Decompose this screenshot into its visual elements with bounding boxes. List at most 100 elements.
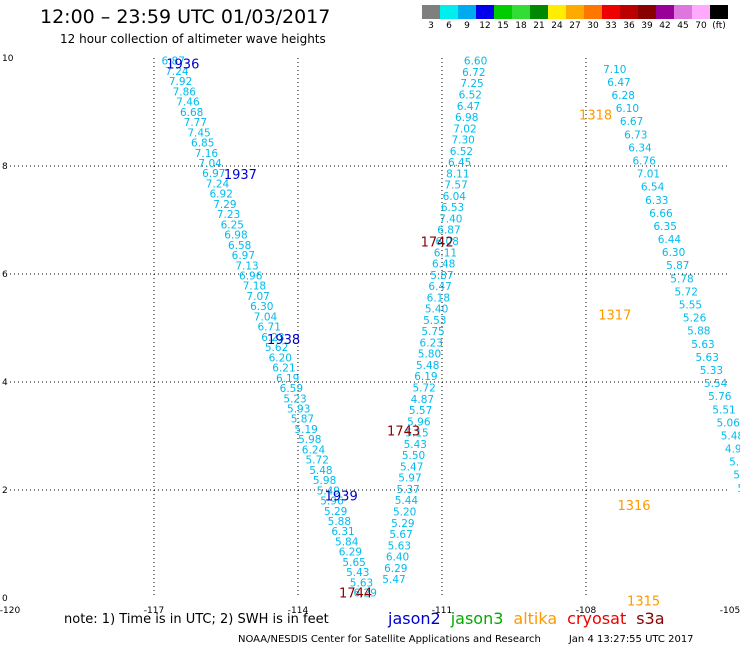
color-scale-label: 15	[497, 21, 509, 31]
swh-value-label: 6.87	[162, 56, 185, 68]
swh-value-label: 4.93	[725, 444, 740, 456]
color-scale-swatch	[674, 5, 692, 19]
time-label: 1937	[224, 168, 257, 183]
swh-value-label: 6.85	[191, 138, 214, 150]
swh-value-label: 5.29	[324, 506, 347, 518]
swh-value-label: 6.10	[616, 103, 639, 115]
swh-value-label: 6.47	[457, 101, 480, 113]
swh-value-label: 6.47	[607, 77, 630, 89]
swh-value-label: 5.96	[320, 496, 344, 508]
color-scale-swatch	[638, 5, 656, 19]
y-tick-label: 6	[2, 270, 8, 280]
swh-value-label: 7.45	[187, 127, 210, 139]
swh-value-label: 7.07	[246, 291, 269, 303]
swh-value-label: 6.33	[645, 195, 668, 207]
swh-value-label: 5.54	[704, 378, 728, 390]
x-tick-label: -114	[288, 606, 309, 616]
time-label: 1315	[627, 595, 660, 610]
swh-value-label: 6.97	[232, 250, 255, 262]
swh-value-label: 6.52	[450, 146, 473, 158]
swh-value-label: 6.45	[448, 157, 471, 169]
swh-value-label: 6.73	[624, 129, 647, 141]
swh-value-label: 6.92	[210, 189, 233, 201]
swh-value-label: 6.04	[443, 191, 467, 203]
color-scale-label: 12	[479, 21, 491, 31]
swh-value-label: 5.72	[306, 455, 329, 467]
swh-value-label: 5.63	[350, 577, 373, 589]
swh-value-label: 6.60	[464, 56, 487, 68]
color-scale-swatch	[548, 5, 566, 19]
color-scale-swatch	[476, 5, 494, 19]
swh-value-label: 6.53	[441, 202, 464, 214]
y-tick-label: 4	[2, 378, 8, 388]
swh-value-label: 5.48	[309, 465, 332, 477]
color-scale-swatch	[602, 5, 620, 19]
color-scale-label: 6	[446, 21, 452, 31]
color-scale-swatch	[710, 5, 728, 19]
swh-value-label: 5.84	[335, 536, 359, 548]
swh-value-label: 6.19	[414, 371, 437, 383]
swh-value-label: 7.57	[444, 180, 467, 192]
swh-value-label: 6.67	[620, 116, 643, 128]
swh-value-label: 5.47	[400, 461, 423, 473]
color-scale-swatch	[692, 5, 710, 19]
color-scale-label: 70	[695, 21, 707, 31]
swh-value-label: 5.49	[317, 485, 340, 497]
swh-value-label: 5.76	[733, 470, 740, 482]
swh-value-label: 5.72	[412, 383, 435, 395]
color-scale-label: 24	[551, 21, 563, 31]
swh-value-label: 6.48	[432, 259, 455, 271]
swh-value-label: 6.98	[455, 112, 478, 124]
satellite-legend-item: jason2	[388, 609, 441, 628]
swh-value-label: 6.19	[276, 373, 299, 385]
color-scale-label: 39	[641, 21, 653, 31]
swh-value-label: 6.28	[612, 90, 635, 102]
swh-value-label: 7.16	[195, 148, 219, 160]
satellite-legend-item: altika	[513, 609, 558, 628]
swh-value-label: 7.10	[603, 64, 626, 76]
chart-title: 12:00 – 23:59 UTC 01/03/2017	[40, 6, 331, 28]
time-label: 1936	[166, 57, 199, 72]
swh-value-label: 6.34	[628, 142, 652, 154]
swh-value-label: 7.30	[451, 135, 474, 147]
swh-value-label: 6.76	[633, 155, 657, 167]
color-scale-swatch	[566, 5, 584, 19]
swh-value-label: 8.11	[446, 168, 469, 180]
swh-value-label: 6.18	[427, 292, 450, 304]
swh-value-label: 7.24	[165, 66, 189, 78]
swh-value-label: 6.47	[428, 281, 451, 293]
swh-value-label: 5.87	[430, 270, 453, 282]
swh-value-label: 5.87	[666, 260, 689, 272]
color-scale-label: 42	[659, 21, 671, 31]
swh-value-label: 5.87	[291, 414, 314, 426]
swh-value-label: 6.21	[272, 363, 295, 375]
swh-value-label: 4.87	[411, 394, 434, 406]
swh-value-label: 5.47	[382, 574, 405, 586]
swh-value-label: 6.31	[331, 526, 354, 538]
swh-value-label: 7.92	[169, 76, 192, 88]
swh-value-label: 5.96	[407, 416, 431, 428]
time-label: 1317	[598, 309, 631, 324]
swh-value-label: 6.35	[654, 221, 677, 233]
swh-value-label: 5.48	[721, 430, 740, 442]
swh-value-label: 6.52	[459, 90, 482, 102]
satellite-legend-item: s3a	[636, 609, 665, 628]
swh-value-label: 7.25	[460, 78, 483, 90]
swh-value-label: 6.08	[436, 236, 459, 248]
x-tick-label: -111	[432, 606, 452, 616]
swh-value-label: 5.40	[425, 304, 448, 316]
swh-value-label: 6.87	[437, 225, 460, 237]
color-scale-label: 3	[428, 21, 434, 31]
swh-value-label: 6.20	[269, 352, 292, 364]
swh-value-label: 7.29	[213, 199, 236, 211]
swh-value-label: 6.96	[239, 271, 263, 283]
swh-value-label: 5.80	[418, 349, 441, 361]
color-scale-swatch	[530, 5, 548, 19]
swh-value-label: 6.29	[384, 563, 407, 575]
time-label: 1316	[617, 499, 650, 514]
color-scale-label: 33	[605, 21, 617, 31]
swh-value-label: 5.19	[294, 424, 317, 436]
swh-value-label: 5.65	[342, 557, 365, 569]
swh-value-label: 5.15	[405, 428, 428, 440]
